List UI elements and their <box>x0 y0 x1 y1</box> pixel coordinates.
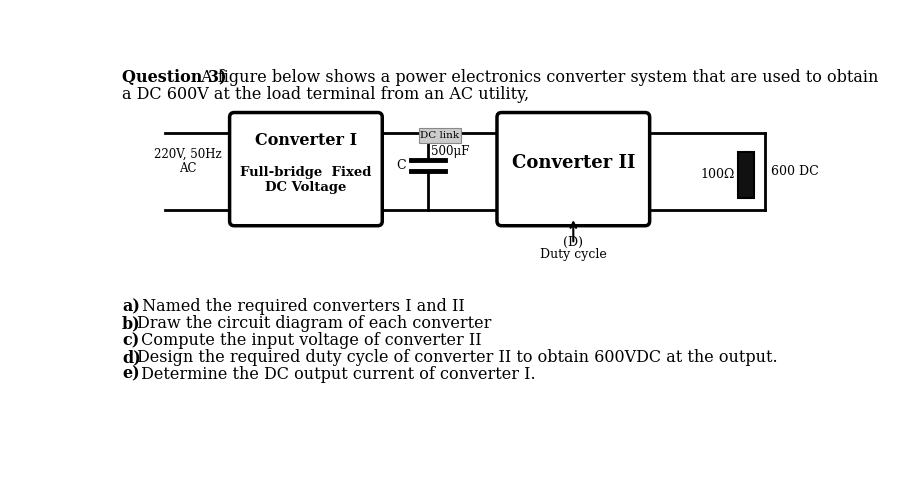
Text: Named the required converters I and II: Named the required converters I and II <box>137 298 465 315</box>
Text: AC: AC <box>179 162 196 175</box>
Text: DC Voltage: DC Voltage <box>266 182 347 195</box>
FancyBboxPatch shape <box>229 112 383 226</box>
FancyBboxPatch shape <box>419 128 460 143</box>
Text: e): e) <box>121 366 140 383</box>
Text: Converter I: Converter I <box>255 132 357 149</box>
Text: DC link: DC link <box>420 131 459 140</box>
Text: a): a) <box>121 298 140 315</box>
Text: 600 DC: 600 DC <box>771 164 819 178</box>
Text: 100Ω: 100Ω <box>700 168 735 181</box>
Text: a DC 600V at the load terminal from an AC utility,: a DC 600V at the load terminal from an A… <box>121 86 529 102</box>
Text: 500μF: 500μF <box>431 146 469 158</box>
Text: Full-bridge  Fixed: Full-bridge Fixed <box>240 166 372 179</box>
Text: (D): (D) <box>563 236 583 248</box>
Text: Compute the input voltage of converter II: Compute the input voltage of converter I… <box>136 332 481 349</box>
Text: 220V, 50Hz: 220V, 50Hz <box>154 148 222 160</box>
Bar <box>738 152 753 198</box>
Text: b): b) <box>121 315 141 332</box>
Text: Draw the circuit diagram of each converter: Draw the circuit diagram of each convert… <box>137 315 492 332</box>
Text: c): c) <box>121 332 139 349</box>
Text: C: C <box>396 159 406 172</box>
Text: Determine the DC output current of converter I.: Determine the DC output current of conve… <box>136 366 535 383</box>
Text: d): d) <box>121 349 141 366</box>
FancyBboxPatch shape <box>497 112 650 226</box>
Text: Converter II: Converter II <box>511 154 635 172</box>
Text: A figure below shows a power electronics converter system that are used to obtai: A figure below shows a power electronics… <box>196 69 878 87</box>
Text: Duty cycle: Duty cycle <box>540 248 606 261</box>
Text: Design the required duty cycle of converter II to obtain 600VDC at the output.: Design the required duty cycle of conver… <box>137 349 778 366</box>
Text: Question 3): Question 3) <box>121 69 226 87</box>
